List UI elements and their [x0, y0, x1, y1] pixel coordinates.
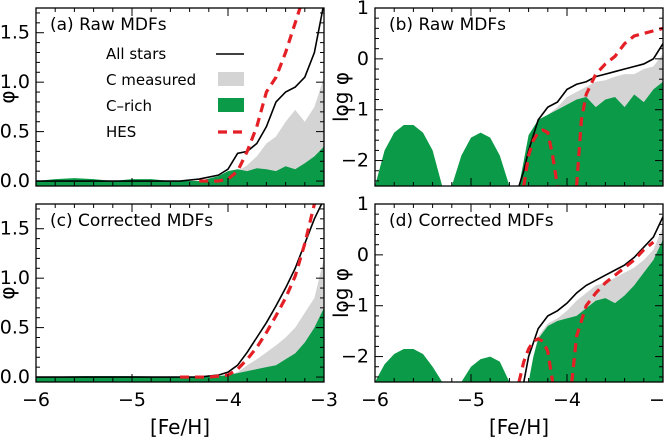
axes-frame: [35, 7, 325, 187]
x-tick-label: −3: [310, 389, 338, 411]
y-axis-title: φ: [0, 90, 19, 103]
y-tick-label: 0.0: [0, 366, 30, 388]
legend-label: C–rich: [106, 97, 152, 115]
y-tick-label: −1: [341, 99, 369, 121]
panel-a: 0.0 0.5 1.0 1.5 φ (a) Raw MDFs All stars C meas…: [0, 7, 325, 192]
y-tick-label: −2: [341, 150, 369, 172]
y-tick-label: −2: [341, 346, 369, 368]
y-axis-title: log φ: [329, 72, 353, 122]
c-rich-area: [36, 146, 324, 186]
all-stars-line: [523, 216, 663, 382]
y-tick-label: 1.5: [0, 218, 30, 240]
x-axis-title: [Fe/H]: [489, 415, 549, 439]
x-tick-label: −3: [649, 389, 664, 411]
hes-line: [570, 240, 655, 382]
axes-frame: [35, 203, 325, 383]
axes-frame: [374, 203, 664, 383]
y-axis-title: φ: [0, 286, 19, 299]
legend-swatch: [218, 98, 244, 112]
y-tick-label: 1.0: [0, 71, 30, 93]
c-rich-area: [375, 239, 663, 382]
y-tick-label: 0.5: [0, 121, 30, 143]
legend-swatch: [218, 72, 244, 86]
all-stars-line: [36, 204, 323, 378]
y-tick-label: 0.5: [0, 317, 30, 339]
c-rich-area: [375, 81, 663, 186]
y-tick-label: 1: [357, 0, 369, 19]
plot-area: [375, 216, 663, 382]
hes-line: [575, 26, 663, 186]
legend: All stars C measured C–rich HES: [106, 45, 246, 141]
plot-area: [36, 8, 324, 186]
legend-label: C measured: [106, 71, 196, 89]
panel-d: −2 −1 0 1 −6 −5 −4 −3 [Fe/H] log φ (d) Corrected M…: [329, 193, 664, 439]
y-tick-label: −1: [341, 295, 369, 317]
y-tick-label: 1: [357, 193, 369, 215]
x-tick-label: −5: [457, 389, 485, 411]
x-tick-label: −4: [553, 389, 581, 411]
panel-c: 0.0 0.5 1.0 1.5 −6 −5 −4 −3 [Fe/H] φ (c) Corrected…: [0, 203, 338, 439]
axes-frame: [374, 7, 664, 187]
panel-title: (d) Corrected MDFs: [389, 211, 554, 231]
y-tick-label: 1.0: [0, 267, 30, 289]
panel-title: (b) Raw MDFs: [389, 15, 506, 35]
all-stars-line: [36, 8, 324, 182]
y-tick-label: 1.5: [0, 22, 30, 44]
panel-b: −2 −1 0 1 log φ (b) Raw MDFs: [329, 0, 664, 187]
x-axis-title: [Fe/H]: [150, 415, 210, 439]
panel-title: (c) Corrected MDFs: [50, 211, 213, 231]
x-tick-label: −6: [361, 389, 389, 411]
all-stars-line: [518, 43, 663, 186]
y-tick-label: 0: [357, 48, 369, 70]
plot-area: [375, 26, 663, 186]
y-tick-label: 0.0: [0, 170, 30, 192]
hes-line: [522, 128, 559, 186]
x-tick-label: −6: [22, 389, 50, 411]
c-rich-area: [36, 307, 324, 382]
legend-label: HES: [106, 123, 136, 141]
x-tick-label: −4: [214, 389, 242, 411]
y-tick-label: 0: [357, 244, 369, 266]
hes-line: [517, 336, 555, 382]
legend-label: All stars: [106, 45, 166, 63]
hes-line: [199, 8, 302, 183]
panel-title: (a) Raw MDFs: [50, 15, 167, 35]
x-tick-label: −5: [118, 389, 146, 411]
y-axis-title: log φ: [329, 268, 353, 318]
